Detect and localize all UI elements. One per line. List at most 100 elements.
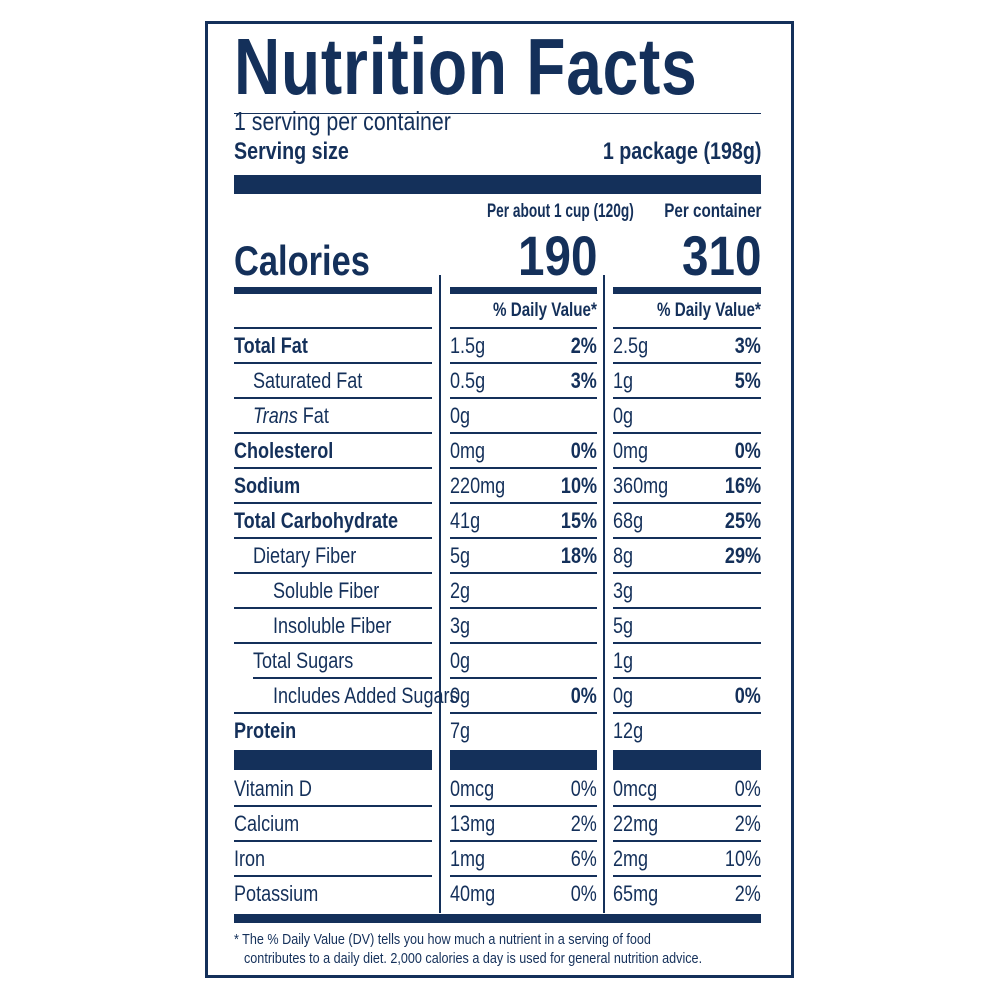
servings-per-container: 1 serving per container xyxy=(234,106,451,136)
row-rule xyxy=(613,607,761,609)
nutrient-amount: 360mg xyxy=(613,473,669,498)
row-rule xyxy=(234,537,432,539)
italic-prefix: Trans xyxy=(253,403,298,428)
thick-divider-top xyxy=(234,175,761,194)
nutrient-daily-value: 16% xyxy=(724,473,761,498)
vitamin-amount: 22mg xyxy=(613,811,659,836)
row-rule xyxy=(450,875,597,877)
vitamin-amount: 0mcg xyxy=(613,776,658,801)
footnote-line-2: contributes to a daily diet. 2,000 calor… xyxy=(244,950,703,967)
row-rule xyxy=(234,805,432,807)
nutrient-amount: 3g xyxy=(450,613,471,638)
row-rule xyxy=(234,642,432,644)
row-rule xyxy=(234,362,432,364)
vitamin-daily-value: 2% xyxy=(570,811,597,836)
vitamin-bar-mid xyxy=(450,750,597,770)
nutrient-daily-value: 25% xyxy=(724,508,761,533)
row-rule xyxy=(234,875,432,877)
calories-per-cup: 190 xyxy=(517,224,597,287)
row-rule xyxy=(234,572,432,574)
row-rule xyxy=(613,467,761,469)
row-rule xyxy=(234,712,432,714)
nutrient-name: Soluble Fiber xyxy=(273,578,380,603)
footnote-line-1: * The % Daily Value (DV) tells you how m… xyxy=(234,931,651,948)
serving-size-label: Serving size xyxy=(234,138,349,165)
nutrient-name: Dietary Fiber xyxy=(253,543,357,568)
row-rule xyxy=(450,502,597,504)
row-rule xyxy=(450,805,597,807)
nutrient-name: Sodium xyxy=(234,473,301,498)
nutrient-name: Includes Added Sugars xyxy=(273,683,459,708)
nutrient-name: Saturated Fat xyxy=(253,368,363,393)
row-rule xyxy=(613,572,761,574)
calories-bar-left xyxy=(234,287,432,294)
row-rule xyxy=(450,327,597,329)
row-rule xyxy=(450,677,597,679)
nutrient-amount: 2.5g xyxy=(613,333,649,358)
vitamin-amount: 65mg xyxy=(613,881,659,906)
nutrient-daily-value: 18% xyxy=(560,543,597,568)
nutrient-amount: 12g xyxy=(613,718,644,743)
calories-label: Calories xyxy=(234,237,370,284)
vitamin-daily-value: 2% xyxy=(734,881,761,906)
row-rule xyxy=(450,840,597,842)
nutrient-amount: 41g xyxy=(450,508,481,533)
row-rule xyxy=(450,362,597,364)
nutrient-name: Insoluble Fiber xyxy=(273,613,392,638)
row-rule xyxy=(613,875,761,877)
row-rule xyxy=(450,537,597,539)
nutrient-daily-value: 0% xyxy=(570,683,597,708)
nutrient-amount: 1g xyxy=(613,368,634,393)
column-divider-2 xyxy=(603,275,605,913)
vitamin-amount: 2mg xyxy=(613,846,649,871)
nutrient-name: Cholesterol xyxy=(234,438,334,463)
row-rule xyxy=(613,362,761,364)
row-rule xyxy=(613,840,761,842)
nutrient-daily-value: 0% xyxy=(734,683,761,708)
dv-header-per-cup: % Daily Value* xyxy=(493,300,597,321)
column-divider-1 xyxy=(439,275,441,913)
row-rule xyxy=(450,572,597,574)
serving-size-value: 1 package (198g) xyxy=(602,138,761,165)
nutrient-amount: 0g xyxy=(450,648,471,673)
dv-header-per-container: % Daily Value* xyxy=(657,300,761,321)
row-rule xyxy=(234,502,432,504)
vitamin-name: Calcium xyxy=(234,811,300,836)
vitamin-bar-left xyxy=(234,750,432,770)
nutrient-name: Total Sugars xyxy=(253,648,354,673)
vitamin-daily-value: 0% xyxy=(570,776,597,801)
nutrient-amount: 220mg xyxy=(450,473,506,498)
nutrient-daily-value: 2% xyxy=(570,333,597,358)
row-rule xyxy=(613,677,761,679)
row-rule xyxy=(613,327,761,329)
vitamin-amount: 0mcg xyxy=(450,776,495,801)
label-title: Nutrition Facts xyxy=(234,22,698,111)
row-rule xyxy=(613,432,761,434)
vitamin-amount: 13mg xyxy=(450,811,496,836)
column-header-per-container: Per container xyxy=(663,201,761,222)
row-rule xyxy=(234,467,432,469)
nutrition-label-border xyxy=(205,21,794,978)
nutrient-amount: 3g xyxy=(613,578,634,603)
row-rule xyxy=(450,432,597,434)
nutrient-amount: 2g xyxy=(450,578,471,603)
row-rule xyxy=(234,607,432,609)
nutrient-amount: 1.5g xyxy=(450,333,486,358)
nutrient-amount: 0mg xyxy=(613,438,649,463)
nutrient-daily-value: 3% xyxy=(570,368,597,393)
row-rule xyxy=(234,327,432,329)
vitamin-daily-value: 6% xyxy=(570,846,597,871)
row-rule xyxy=(613,805,761,807)
calories-bar-mid xyxy=(450,287,597,294)
nutrient-amount: 5g xyxy=(450,543,471,568)
nutrient-amount: 8g xyxy=(613,543,634,568)
row-rule xyxy=(450,397,597,399)
nutrient-daily-value: 0% xyxy=(734,438,761,463)
row-rule xyxy=(613,537,761,539)
row-rule xyxy=(234,397,432,399)
row-rule xyxy=(234,840,432,842)
thick-divider-bottom xyxy=(234,914,761,923)
nutrient-daily-value: 5% xyxy=(734,368,761,393)
vitamin-name: Potassium xyxy=(234,881,319,906)
nutrient-daily-value: 10% xyxy=(560,473,597,498)
